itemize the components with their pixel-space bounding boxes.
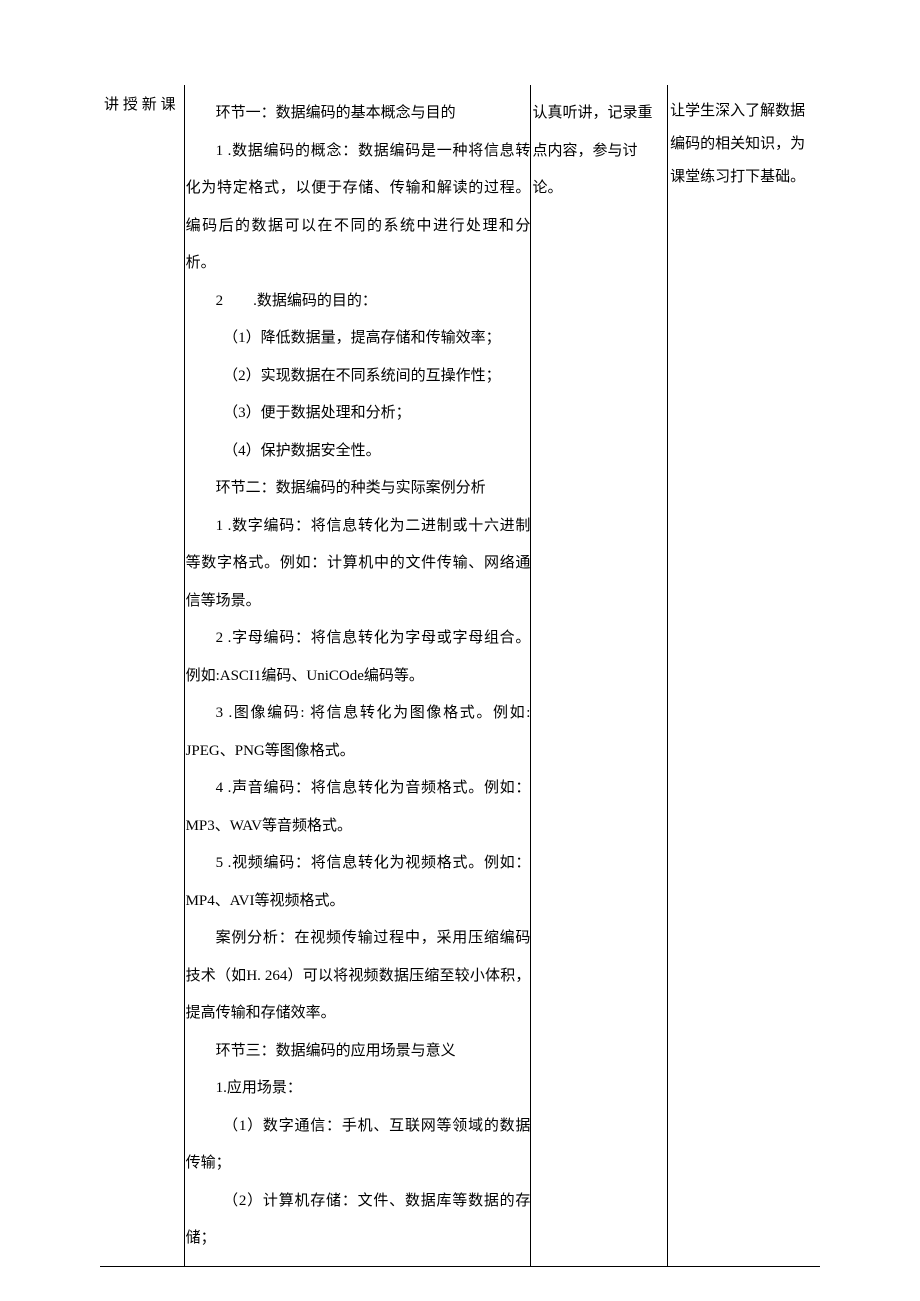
content-subitem: （2）计算机存储：文件、数据库等数据的存储； (186, 1183, 531, 1258)
content-subitem: （1）数字通信：手机、互联网等领域的数据传输； (186, 1108, 531, 1183)
section3-title: 环节三：数据编码的应用场景与意义 (186, 1033, 531, 1071)
content-paragraph: 2 .数据编码的目的： (186, 283, 531, 321)
content-paragraph: 1 .数字编码：将信息转化为二进制或十六进制等数字格式。例如：计算机中的文件传输… (186, 508, 531, 621)
stage-cell: 讲授新课 (100, 85, 184, 1266)
table-row: 讲授新课 环节一：数据编码的基本概念与目的 1 .数据编码的概念：数据编码是一种… (100, 85, 820, 1266)
lesson-plan-table: 讲授新课 环节一：数据编码的基本概念与目的 1 .数据编码的概念：数据编码是一种… (100, 85, 820, 1267)
content-subitem: （4）保护数据安全性。 (186, 433, 531, 471)
activity-text: 认真听讲，记录重点内容，参与讨论。 (531, 85, 667, 208)
content-subitem: （3）便于数据处理和分析； (186, 395, 531, 433)
content-case: 案例分析：在视频传输过程中，采用压缩编码技术（如H. 264）可以将视频数据压缩… (186, 920, 531, 1033)
content-paragraph: 4 .声音编码：将信息转化为音频格式。例如：MP3、WAV等音频格式。 (186, 770, 531, 845)
content-paragraph: 5 .视频编码：将信息转化为视频格式。例如：MP4、AVI等视频格式。 (186, 845, 531, 920)
section2-title: 环节二：数据编码的种类与实际案例分析 (186, 470, 531, 508)
purpose-cell: 让学生深入了解数据编码的相关知识，为课堂练习打下基础。 (668, 85, 820, 1266)
activity-cell: 认真听讲，记录重点内容，参与讨论。 (531, 85, 668, 1266)
content-body: 环节一：数据编码的基本概念与目的 1 .数据编码的概念：数据编码是一种将信息转化… (185, 85, 531, 1266)
content-paragraph: 3 .图像编码: 将信息转化为图像格式。例如: JPEG、PNG等图像格式。 (186, 695, 531, 770)
stage-label: 讲授新课 (100, 85, 184, 116)
purpose-text: 让学生深入了解数据编码的相关知识，为课堂练习打下基础。 (668, 85, 820, 194)
content-paragraph: 1.应用场景： (186, 1070, 531, 1108)
section1-title: 环节一：数据编码的基本概念与目的 (186, 95, 531, 133)
content-cell: 环节一：数据编码的基本概念与目的 1 .数据编码的概念：数据编码是一种将信息转化… (184, 85, 531, 1266)
content-subitem: （1）降低数据量，提高存储和传输效率； (186, 320, 531, 358)
content-paragraph: 2 .字母编码：将信息转化为字母或字母组合。例如:ASCI1编码、UniCOde… (186, 620, 531, 695)
content-paragraph: 1 .数据编码的概念：数据编码是一种将信息转化为特定格式，以便于存储、传输和解读… (186, 133, 531, 283)
content-subitem: （2）实现数据在不同系统间的互操作性； (186, 358, 531, 396)
